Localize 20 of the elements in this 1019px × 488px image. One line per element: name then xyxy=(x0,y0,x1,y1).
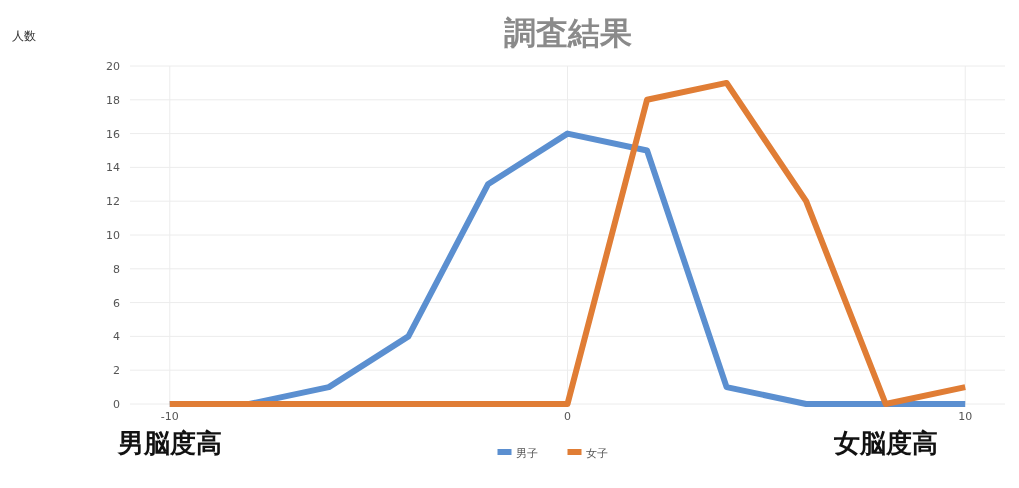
y-tick-label: 14 xyxy=(106,161,120,175)
text: 人数 xyxy=(12,29,36,43)
y-tick-label: 10 xyxy=(106,229,120,242)
y-tick-label: 20 xyxy=(106,60,120,73)
x-tick-label: 10 xyxy=(958,410,973,423)
y-tick-label: 8 xyxy=(113,262,120,276)
annotation: 男脳度高 xyxy=(116,428,222,458)
y-tick-label: 16 xyxy=(106,127,120,141)
y-tick-label: 18 xyxy=(106,93,120,107)
legend-label: 男子 xyxy=(515,447,538,460)
y-tick-label: 12 xyxy=(106,195,120,209)
chart-title: 調査結果 xyxy=(503,14,632,52)
x-tick-label: 0 xyxy=(564,410,571,423)
y-tick-label: 2 xyxy=(113,364,120,378)
x-tick-label: -10 xyxy=(160,410,179,423)
y-tick-label: 4 xyxy=(113,330,120,344)
y-tick-label: 0 xyxy=(113,398,120,411)
y-tick-label: 6 xyxy=(113,296,120,310)
legend-label: 女子 xyxy=(585,447,608,460)
annotation: 女脳度高 xyxy=(832,428,938,458)
